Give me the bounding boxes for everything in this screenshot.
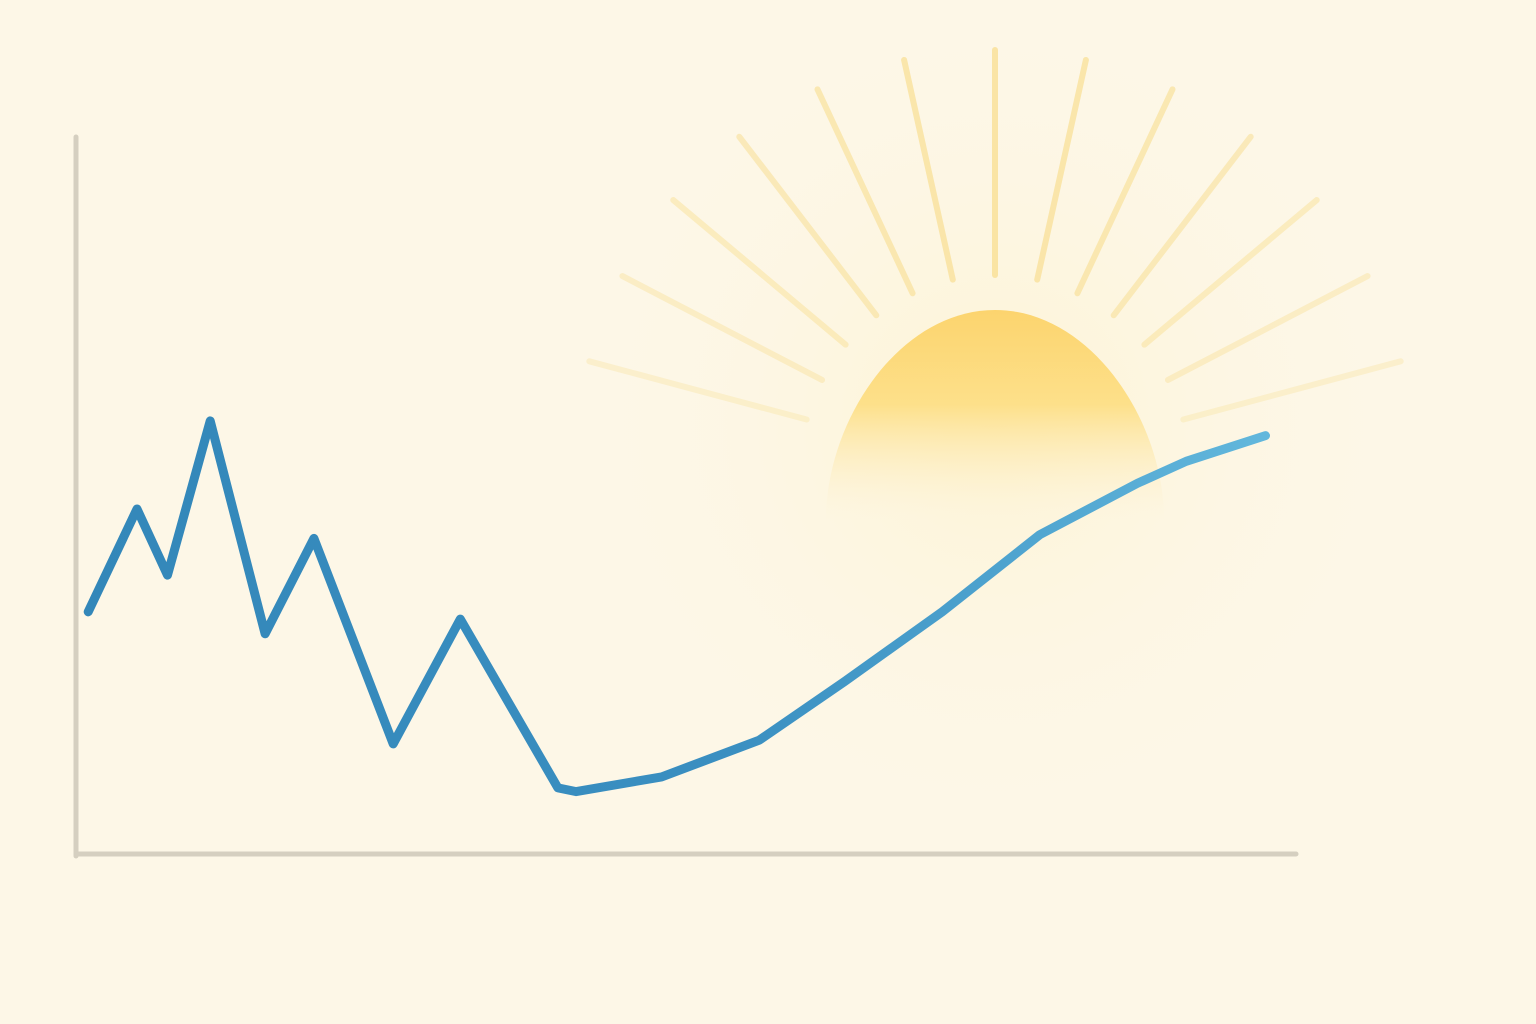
sun-ray: [1141, 197, 1320, 348]
sun-ray: [1034, 56, 1089, 283]
axes: [73, 134, 1299, 859]
sun-ray: [586, 358, 810, 423]
sun-ray: [1074, 86, 1176, 297]
sun-ray: [901, 56, 956, 283]
series-line: [83, 416, 1270, 797]
sun-ray: [736, 133, 880, 319]
series-layer: [83, 416, 1270, 797]
sun-ray: [1164, 273, 1371, 383]
sun-icon: [575, 0, 1415, 840]
sun-ray: [1180, 358, 1404, 423]
sun-rays: [586, 47, 1404, 423]
sun-ray: [670, 197, 849, 348]
sun-ray: [1110, 133, 1254, 319]
sun-ray: [814, 86, 916, 297]
sun-disc: [826, 310, 1164, 520]
sun-ray: [619, 273, 826, 383]
